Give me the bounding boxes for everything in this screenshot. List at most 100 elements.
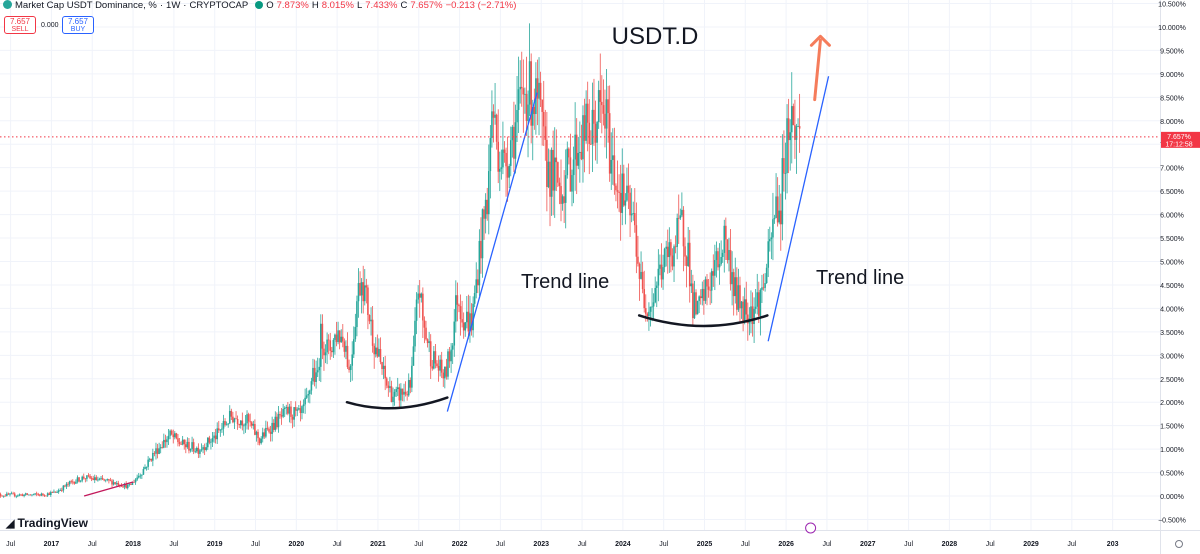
candle-body <box>233 418 236 423</box>
candle-body <box>265 427 267 437</box>
candle-body <box>195 447 198 452</box>
candle-body <box>466 311 468 323</box>
buy-button[interactable]: 7.657 BUY <box>62 16 94 34</box>
candle-body <box>108 479 110 481</box>
candle-body <box>470 313 473 331</box>
y-tick-label: 3.500% <box>1160 330 1184 337</box>
tradingview-logo[interactable]: ◢ TradingView <box>6 516 88 530</box>
candle-body <box>651 306 653 308</box>
candle-body <box>593 109 595 124</box>
candle-body <box>192 442 195 452</box>
candle-body <box>45 495 47 497</box>
candle-body <box>568 148 570 158</box>
candle-body <box>646 313 649 317</box>
candle-body <box>761 287 763 290</box>
candle-body <box>139 475 142 477</box>
candle-body <box>497 141 500 172</box>
candle-body <box>422 293 424 321</box>
candle-body <box>720 256 722 265</box>
trend-line[interactable] <box>83 481 134 497</box>
candle-body <box>216 428 219 440</box>
candle-body <box>690 283 693 287</box>
candle-body <box>403 391 405 395</box>
candle-body <box>258 438 261 444</box>
candle-body <box>28 494 30 496</box>
candle-body <box>103 479 105 481</box>
candle-body <box>174 433 176 438</box>
candle-body <box>637 256 639 264</box>
candle-body <box>147 459 149 467</box>
trend-line[interactable] <box>446 92 538 412</box>
y-tick-label: 0.500% <box>1160 471 1184 478</box>
candle-body <box>381 361 383 370</box>
candle-body <box>506 166 509 178</box>
symbol-header: Market Cap USDT Dominance, % · 1W · CRYPTOCA… <box>0 0 519 14</box>
candle-body <box>783 158 785 174</box>
candle-body <box>455 295 457 322</box>
candle-body <box>115 482 118 484</box>
candle-body <box>6 493 8 496</box>
interval[interactable]: 1W <box>166 0 181 11</box>
candle-body <box>762 287 765 289</box>
candle-body <box>571 175 573 192</box>
y-tick-label: 1.000% <box>1160 447 1184 454</box>
symbol-name[interactable]: Market Cap USDT Dominance, % <box>15 0 157 11</box>
market-status-icon[interactable] <box>255 1 264 9</box>
y-tick-label: 10.000% <box>1158 25 1186 32</box>
candle-body <box>754 306 757 309</box>
rounded-bottom-curve[interactable] <box>345 396 449 410</box>
candle-body <box>39 494 41 496</box>
candle-body <box>784 173 787 174</box>
x-tick-label: Jul <box>88 541 97 548</box>
rounded-bottom-curve[interactable] <box>637 314 769 328</box>
candle-body <box>586 103 589 123</box>
candle-body <box>764 283 766 288</box>
event-flash-icon[interactable] <box>805 522 817 534</box>
candle-body <box>594 123 597 143</box>
candle-body <box>444 366 446 379</box>
candle-body <box>671 255 674 267</box>
candle-body <box>539 82 542 100</box>
candle-body <box>448 351 451 362</box>
candle-body <box>167 435 170 440</box>
candle-body <box>633 213 636 226</box>
candle-body <box>161 447 164 449</box>
candle-body <box>169 430 171 436</box>
candle-body <box>429 341 432 367</box>
candle-body <box>67 483 69 485</box>
candle-body <box>217 428 220 431</box>
candle-body <box>87 475 90 477</box>
candle-body <box>374 347 377 355</box>
candle-body <box>73 481 76 484</box>
candle-body <box>153 452 156 454</box>
sell-button[interactable]: 7.657 SELL <box>4 16 36 34</box>
current-price-tag <box>1161 131 1200 148</box>
candle-body <box>659 264 661 269</box>
x-tick-label: 2027 <box>860 541 876 548</box>
trend-line[interactable] <box>767 76 830 342</box>
candle-body <box>34 493 36 495</box>
candle-body <box>371 319 374 346</box>
candle-body <box>773 217 776 220</box>
candle-body <box>290 406 292 417</box>
candle-body <box>316 370 319 373</box>
candle-body <box>577 152 580 166</box>
exchange: CRYPTOCAP <box>189 0 249 11</box>
candle-body <box>186 441 189 448</box>
candle-body <box>414 320 416 347</box>
candle-body <box>695 292 697 315</box>
candle-body <box>676 217 678 247</box>
y-tick-label: 2.500% <box>1160 377 1184 384</box>
candle-body <box>489 137 492 172</box>
candle-body <box>794 125 796 140</box>
candle-body <box>433 351 435 369</box>
candle-body <box>203 447 206 450</box>
candle-body <box>718 264 721 268</box>
candle-body <box>188 441 190 451</box>
settings-gear-icon[interactable] <box>1175 540 1183 548</box>
x-tick-label: Jul <box>986 541 995 548</box>
candle-body <box>775 196 777 218</box>
x-tick-label: Jul <box>822 541 831 548</box>
